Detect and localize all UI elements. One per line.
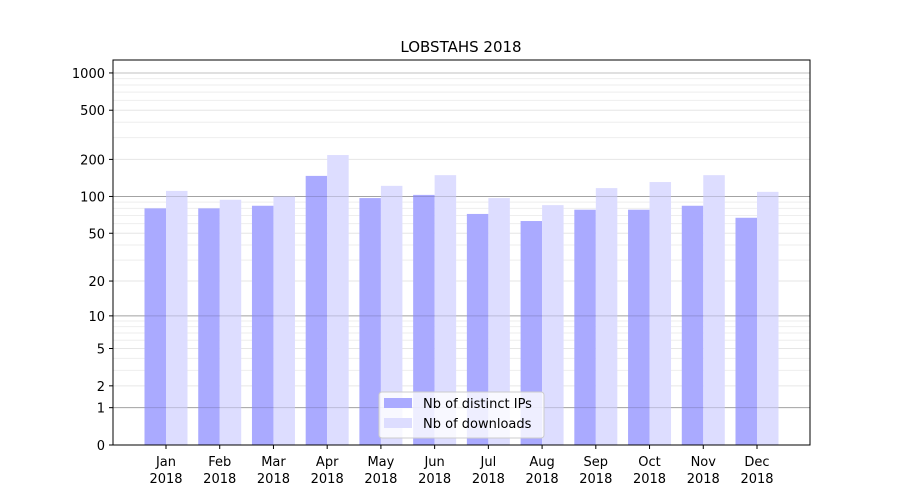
y-tick-label: 50 (88, 227, 105, 242)
bar-downloads (166, 190, 188, 445)
bar-ips (198, 208, 220, 445)
x-tick-label: 2018 (472, 472, 505, 487)
y-tick-label: 200 (80, 153, 105, 168)
bar-ips (466, 213, 489, 445)
x-tick-label: 2018 (687, 472, 720, 487)
x-tick-label: Jul (480, 455, 497, 470)
bar-downloads (327, 155, 349, 446)
y-tick-label: 500 (80, 104, 105, 119)
legend-swatch (384, 398, 412, 408)
bar-downloads (542, 205, 564, 445)
y-tick-label: 2 (97, 380, 105, 395)
plot-frame (112, 59, 811, 446)
x-tick-label: Jun (423, 455, 444, 470)
bar-downloads (703, 175, 725, 446)
x-tick-label: Jan (155, 455, 176, 470)
chart-title: LOBSTAHS 2018 (400, 38, 521, 56)
x-tick-label: 2018 (418, 472, 451, 487)
bar-downloads (434, 175, 457, 446)
x-tick-label: 2018 (633, 472, 666, 487)
x-tick-label: 2018 (203, 472, 236, 487)
bar-downloads (273, 196, 295, 445)
legend-box (378, 391, 545, 439)
legend-label: Nb of distinct IPs (423, 397, 532, 412)
bar-ips (413, 194, 435, 445)
y-tick-label: 0 (97, 439, 105, 454)
x-tick-label: 2018 (579, 472, 612, 487)
x-tick-label: Apr (316, 455, 339, 470)
bar-ips (305, 175, 328, 445)
bar-ips (520, 221, 543, 445)
legend-swatch (384, 418, 412, 428)
legend: Nb of distinct IPs Nb of downloads (378, 391, 545, 439)
bar-ips (735, 217, 757, 445)
bar-ips (681, 205, 704, 445)
x-tick-label: 2018 (311, 472, 344, 487)
x-tick-label: Oct (638, 455, 660, 470)
x-tick-label: Sep (584, 455, 609, 470)
x-tick-label: 2018 (149, 472, 182, 487)
x-tick-label: Dec (744, 455, 769, 470)
x-tick-label: May (367, 455, 394, 470)
y-tick-label: 10 (88, 310, 105, 325)
bar-ips (359, 198, 381, 445)
y-tick-label: 1 (97, 402, 105, 417)
bar-ips (144, 208, 166, 445)
bar-downloads (757, 191, 779, 445)
legend-label: Nb of downloads (423, 417, 532, 432)
bar-downloads (595, 188, 618, 446)
bar-downloads (649, 182, 672, 445)
bar-ips (628, 209, 650, 445)
x-tick-label: 2018 (257, 472, 290, 487)
y-tick-label: 20 (88, 275, 105, 290)
x-tick-label: Aug (529, 455, 554, 470)
bar-downloads (488, 198, 510, 445)
bar-ips (251, 205, 274, 445)
x-tick-label: 2018 (526, 472, 559, 487)
y-tick-label: 5 (97, 343, 105, 358)
x-tick-label: Nov (691, 455, 717, 470)
x-tick-label: 2018 (740, 472, 773, 487)
x-tick-label: 2018 (364, 472, 397, 487)
x-tick-label: Mar (261, 455, 286, 470)
y-tick-label: 100 (80, 190, 105, 205)
x-tick-label: Feb (208, 455, 231, 470)
bar-downloads (219, 199, 242, 445)
y-tick-label: 1000 (72, 67, 105, 82)
bar-ips (574, 209, 596, 445)
bar-downloads (380, 185, 403, 446)
